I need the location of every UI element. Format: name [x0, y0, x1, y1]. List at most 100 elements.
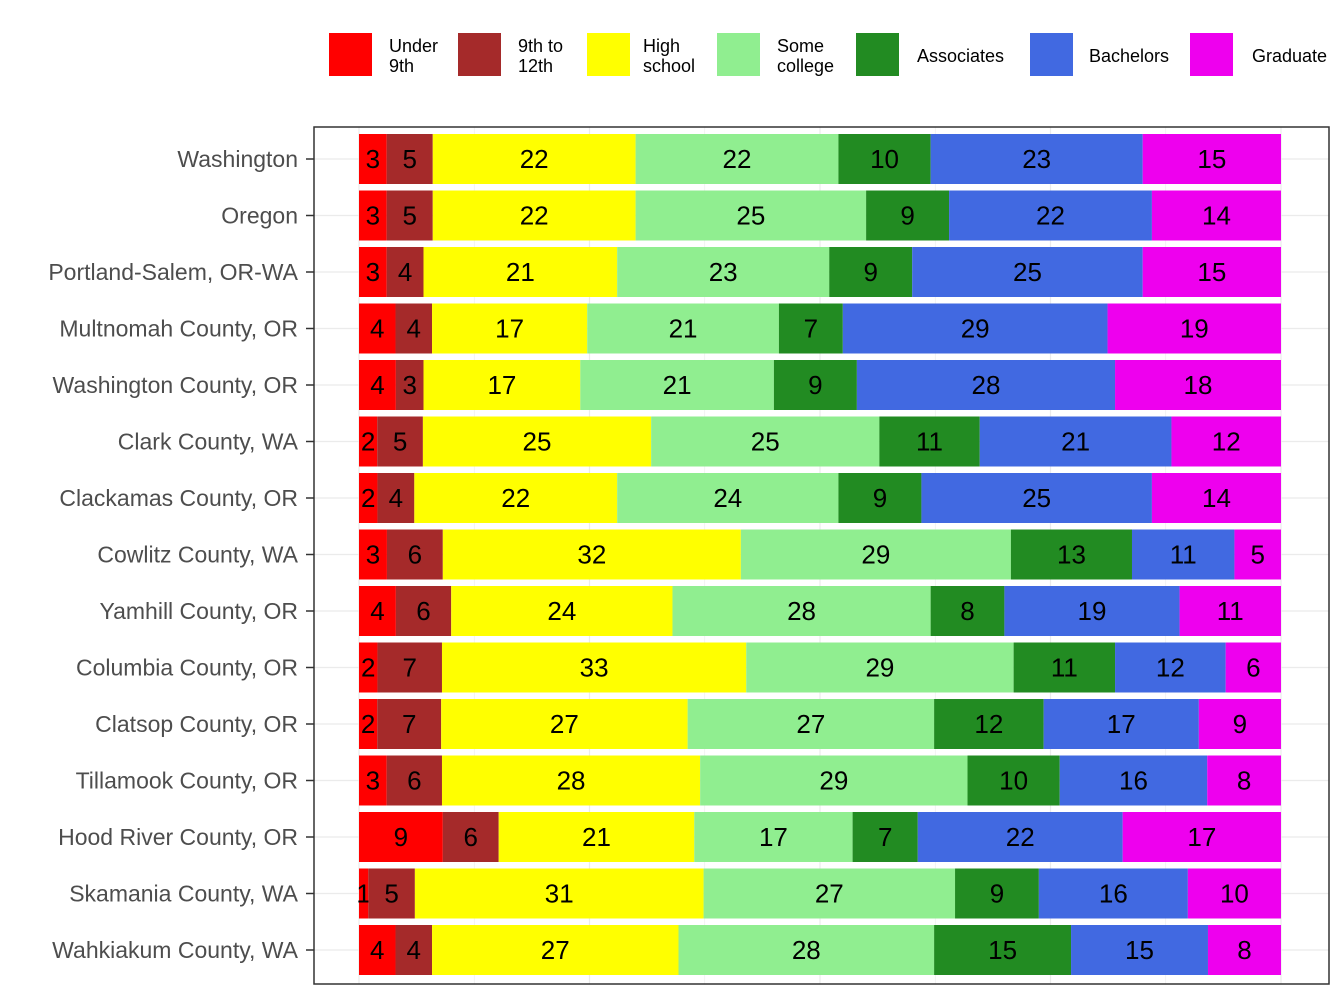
bar-segment-some-college [617, 473, 839, 523]
bar-segment-associates [930, 586, 1005, 636]
y-tick-label: Wahkiakum County, WA [52, 937, 298, 963]
data-label: 16 [1119, 766, 1148, 796]
bar-segment-associates [852, 812, 918, 862]
data-label: 11 [1170, 540, 1197, 570]
data-label: 18 [1184, 370, 1213, 400]
bar-segment-9th-to-12th [386, 529, 443, 580]
data-label: 24 [547, 596, 576, 626]
bar-segment-high-school [414, 868, 704, 919]
legend-label: High school [643, 36, 695, 76]
bar-segment-high-school [414, 473, 618, 523]
bar-segment-graduate [1207, 925, 1281, 975]
bar-segment-bachelors [912, 247, 1143, 297]
bar-segment-graduate [1151, 190, 1281, 241]
data-label: 3 [366, 540, 380, 570]
bar-row-cowlitz-county-wa: 3 6 32 29 13 11 5 [359, 529, 1281, 580]
bar-segment-bachelors [1131, 529, 1235, 580]
bar-segment-associates [838, 473, 922, 523]
data-label: 13 [1057, 540, 1086, 570]
data-label: 14 [1202, 483, 1231, 513]
bar-segment-bachelors [1071, 925, 1208, 975]
bar-segment-some-college [587, 303, 779, 354]
bar-segment-associates [778, 303, 843, 354]
data-label: 1 [356, 879, 370, 909]
bar-segment-under-9th [359, 755, 387, 806]
bar-row-tillamook-county-or: 3 6 28 29 10 16 8 [359, 755, 1281, 806]
y-tick-label: Columbia County, OR [76, 655, 298, 681]
data-label: 27 [550, 709, 579, 739]
bar-segment-graduate [1234, 529, 1281, 580]
data-label: 8 [1237, 935, 1251, 965]
bar-segment-associates [866, 190, 950, 241]
data-label: 29 [819, 766, 848, 796]
data-label: 17 [1107, 709, 1136, 739]
bar-segment-9th-to-12th [386, 247, 424, 297]
bar-segment-graduate [1142, 134, 1281, 184]
bar-segment-under-9th [359, 925, 396, 975]
data-label: 12 [1156, 653, 1185, 683]
bar-segment-associates [1010, 529, 1132, 580]
data-label: 19 [1180, 314, 1209, 344]
data-label: 4 [370, 935, 384, 965]
y-tick-label: Cowlitz County, WA [97, 542, 298, 568]
bar-segment-9th-to-12th [386, 134, 433, 184]
bar-segment-graduate [1171, 416, 1281, 467]
bar-segment-high-school [451, 586, 673, 636]
data-label: 3 [366, 257, 380, 287]
data-label: 17 [759, 822, 788, 852]
bar-segment-high-school [422, 416, 652, 467]
bar-segment-graduate [1225, 642, 1281, 693]
data-label: 17 [495, 314, 524, 344]
data-label: 25 [1013, 257, 1042, 287]
data-label: 33 [580, 653, 609, 683]
data-label: 21 [669, 314, 698, 344]
bar-segment-under-9th [359, 247, 387, 297]
bar-segment-bachelors [842, 303, 1108, 354]
bar-segment-graduate [1151, 473, 1281, 523]
bar-segment-some-college [635, 134, 839, 184]
data-label: 7 [402, 709, 416, 739]
data-label: 28 [792, 935, 821, 965]
data-label: 10 [999, 766, 1028, 796]
data-label: 10 [1220, 879, 1249, 909]
data-label: 6 [408, 540, 422, 570]
bar-segment-high-school [498, 812, 695, 862]
data-label: 4 [407, 314, 421, 344]
bar-row-clackamas-county-or: 2 4 22 24 9 25 14 [359, 473, 1281, 523]
y-tick-label: Washington [177, 146, 298, 172]
bar-segment-under-9th [359, 642, 378, 693]
bar-row-columbia-county-or: 2 7 33 29 11 12 6 [359, 642, 1281, 693]
bar-segment-bachelors [856, 360, 1116, 410]
data-label: 22 [520, 144, 549, 174]
data-label: 9 [990, 879, 1004, 909]
legend-item-graduate: Graduate [1190, 33, 1327, 76]
y-tick-label: Oregon [221, 203, 298, 229]
bar-segment-high-school [423, 360, 581, 410]
data-label: 6 [407, 766, 421, 796]
data-label: 21 [582, 822, 611, 852]
bar-segment-under-9th [359, 529, 387, 580]
bar-segment-associates [955, 868, 1039, 919]
bar-segment-under-9th [359, 134, 387, 184]
bar-segment-graduate [1115, 360, 1281, 410]
bar-segment-under-9th [359, 190, 387, 241]
data-label: 29 [961, 314, 990, 344]
bar-segment-associates [879, 416, 980, 467]
legend-label: Some college [777, 36, 834, 76]
bar-segment-9th-to-12th [377, 473, 415, 523]
bar-segment-high-school [432, 190, 636, 241]
bar-segment-9th-to-12th [377, 416, 423, 467]
data-label: 25 [751, 427, 780, 457]
y-tick-label: Portland-Salem, OR-WA [48, 259, 298, 285]
bar-segment-9th-to-12th [386, 190, 433, 241]
data-label: 27 [796, 709, 825, 739]
bar-row-skamania-county-wa: 1 5 31 27 9 16 10 [356, 868, 1281, 919]
bar-segment-some-college [672, 586, 931, 636]
y-tick-label: Multnomah County, OR [59, 316, 298, 342]
data-label: 9 [808, 370, 822, 400]
data-label: 15 [1125, 935, 1154, 965]
data-label: 8 [960, 596, 974, 626]
bar-segment-high-school [432, 303, 588, 354]
legend-key [329, 33, 372, 76]
